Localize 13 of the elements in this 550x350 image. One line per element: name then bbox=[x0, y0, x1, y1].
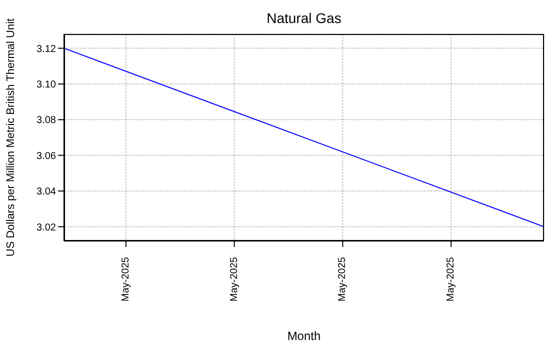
y-tick-label: 3.02 bbox=[36, 222, 56, 234]
y-tick-label: 3.12 bbox=[36, 44, 56, 55]
y-tick-label: 3.06 bbox=[36, 150, 56, 162]
y-axis-title: US Dollars per Million Metric British Thermal Unit bbox=[4, 18, 17, 257]
x-tick-label: May-2025 bbox=[120, 256, 132, 302]
x-tick-label: May-2025 bbox=[228, 256, 240, 302]
y-tick-label: 3.04 bbox=[36, 186, 56, 198]
y-tick-label: 3.08 bbox=[36, 115, 56, 126]
x-tick-label: May-2025 bbox=[446, 256, 457, 302]
x-axis-title: Month bbox=[287, 329, 321, 343]
y-tick-label: 3.10 bbox=[36, 80, 56, 91]
x-tick-label: May-2025 bbox=[337, 256, 348, 302]
chart-title: Natural Gas bbox=[266, 10, 342, 26]
